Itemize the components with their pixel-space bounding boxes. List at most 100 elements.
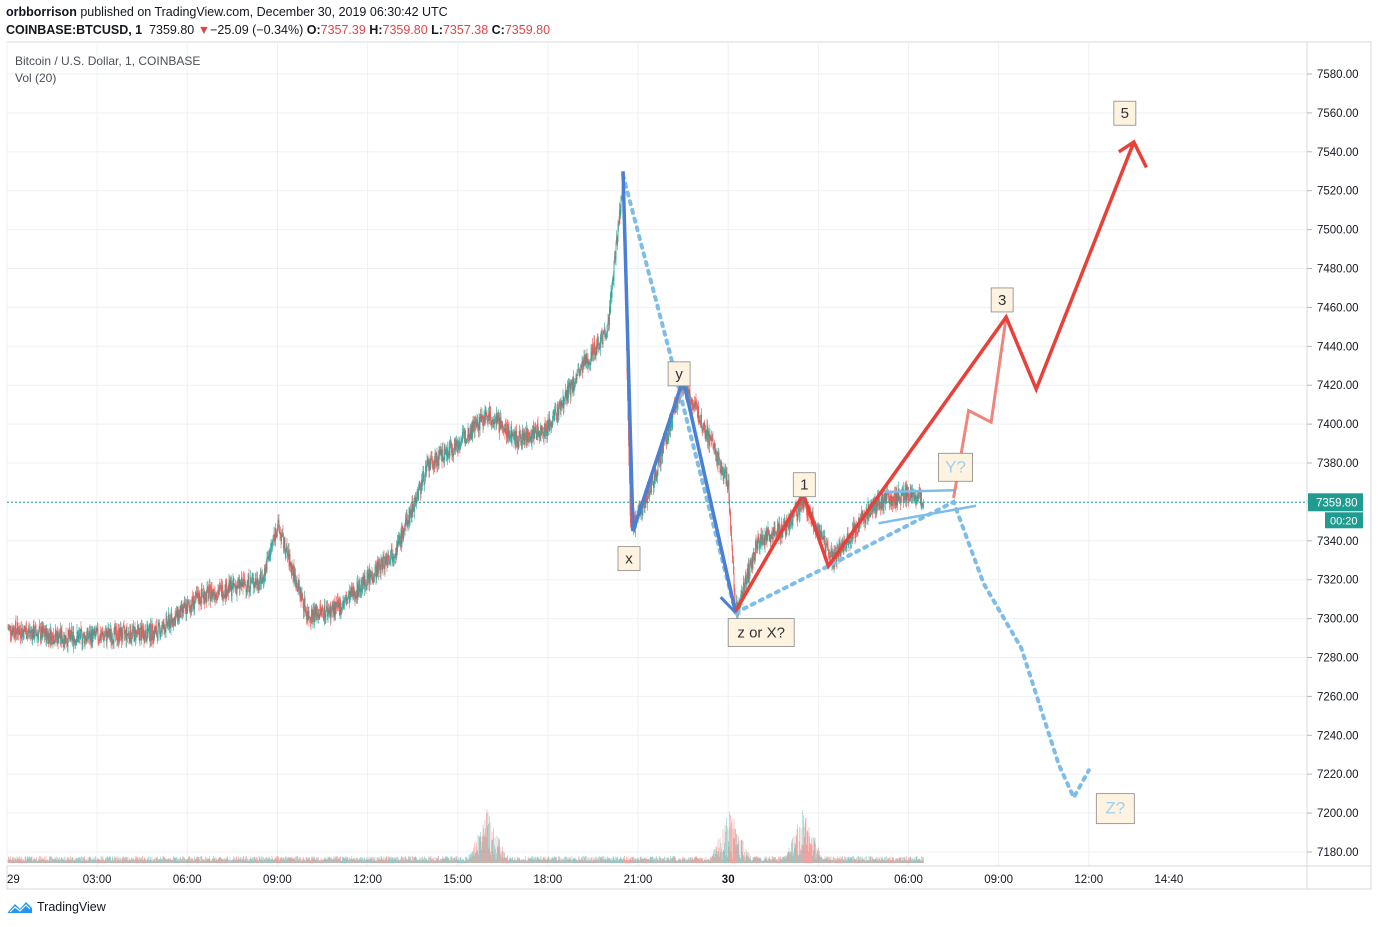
- volume-bar: [389, 857, 391, 863]
- candle-body: [86, 638, 87, 642]
- candle-body: [712, 438, 713, 440]
- volume-bar: [222, 859, 223, 863]
- candle-body: [28, 628, 30, 633]
- candle-body: [166, 616, 168, 626]
- candle-body: [71, 629, 72, 633]
- candle-body: [473, 422, 475, 424]
- candle-body: [588, 361, 589, 366]
- candle-body: [692, 399, 693, 406]
- candle-body: [656, 473, 657, 481]
- volume-bar: [842, 856, 843, 863]
- volume-bar: [17, 857, 18, 863]
- candle-body: [611, 283, 613, 298]
- volume-bar: [918, 858, 920, 863]
- candle-body: [409, 514, 411, 524]
- candle-body: [283, 547, 285, 549]
- candle-body: [39, 626, 41, 629]
- volume-bar: [243, 856, 245, 863]
- volume-bar: [88, 857, 90, 863]
- volume-bar: [871, 860, 872, 863]
- volume-bar: [815, 858, 817, 863]
- candle-body: [180, 606, 181, 618]
- candle-body: [732, 558, 734, 562]
- candle-body: [176, 610, 177, 615]
- volume-bar: [691, 856, 693, 863]
- candle-body: [221, 584, 223, 597]
- volume-bar: [781, 859, 783, 863]
- candle-body: [751, 564, 752, 569]
- volume-bar: [745, 857, 746, 863]
- candle-body: [164, 626, 165, 634]
- volume-bar: [159, 858, 161, 863]
- candle-body: [183, 603, 185, 608]
- volume-bar: [508, 860, 510, 863]
- volume-bar: [876, 856, 878, 863]
- volume-bar: [123, 859, 125, 863]
- candle-body: [217, 591, 219, 596]
- candle-body: [282, 532, 284, 536]
- volume-bar: [95, 856, 97, 863]
- volume-bar: [19, 856, 20, 863]
- volume-bar: [759, 857, 761, 863]
- candle-body: [529, 432, 531, 441]
- candle-body: [158, 622, 160, 624]
- volume-bar: [801, 850, 802, 863]
- volume-bar: [221, 858, 222, 863]
- volume-bar: [163, 856, 164, 863]
- volume-bar: [769, 856, 770, 863]
- volume-bar: [429, 857, 430, 863]
- volume-bar: [802, 810, 803, 863]
- candle-body: [267, 557, 268, 559]
- volume-bar: [55, 857, 56, 863]
- candle-body: [32, 629, 34, 638]
- volume-bar: [257, 859, 259, 863]
- candle-body: [55, 629, 57, 637]
- candle-body: [155, 626, 157, 629]
- candle-body: [194, 599, 196, 605]
- candle-body: [181, 604, 183, 613]
- candle-body: [171, 617, 173, 623]
- volume-bar: [295, 860, 297, 863]
- volume-bar: [294, 858, 295, 863]
- volume-bar: [717, 839, 719, 863]
- volume-bar: [528, 858, 529, 863]
- volume-bar: [329, 856, 330, 863]
- volume-bar: [413, 860, 414, 863]
- volume-bar: [180, 857, 181, 863]
- candle-body: [775, 532, 777, 534]
- volume-bar: [461, 860, 462, 863]
- volume-bar: [100, 856, 102, 863]
- volume-bar: [532, 859, 534, 863]
- volume-bar: [592, 856, 594, 863]
- publisher-name[interactable]: orbborrison: [6, 5, 77, 19]
- candle-body: [362, 576, 364, 585]
- volume-bar: [537, 856, 538, 863]
- candle-body: [472, 421, 473, 438]
- candle-body: [485, 412, 487, 417]
- volume-bar: [210, 860, 211, 863]
- volume-bar: [99, 859, 101, 863]
- candle-body: [356, 582, 358, 599]
- candle-body: [94, 628, 96, 635]
- candle-body: [497, 416, 498, 424]
- volume-bar: [845, 856, 847, 863]
- candle-body: [20, 637, 22, 639]
- candle-body: [141, 624, 142, 641]
- candle-body: [414, 497, 415, 512]
- volume-bar: [832, 860, 833, 863]
- candle-body: [702, 429, 704, 431]
- volume-bar: [413, 857, 415, 863]
- candle-body: [328, 611, 330, 614]
- volume-bar: [511, 859, 512, 863]
- volume-bar: [479, 837, 481, 863]
- volume-bar: [640, 857, 641, 863]
- volume-bar: [682, 857, 683, 863]
- volume-bar: [845, 857, 846, 863]
- volume-bar: [914, 859, 916, 863]
- candle-body: [142, 630, 143, 633]
- candle-body: [379, 564, 381, 566]
- volume-bar: [866, 856, 867, 863]
- candle-body: [691, 402, 692, 404]
- volume-bar: [334, 859, 336, 863]
